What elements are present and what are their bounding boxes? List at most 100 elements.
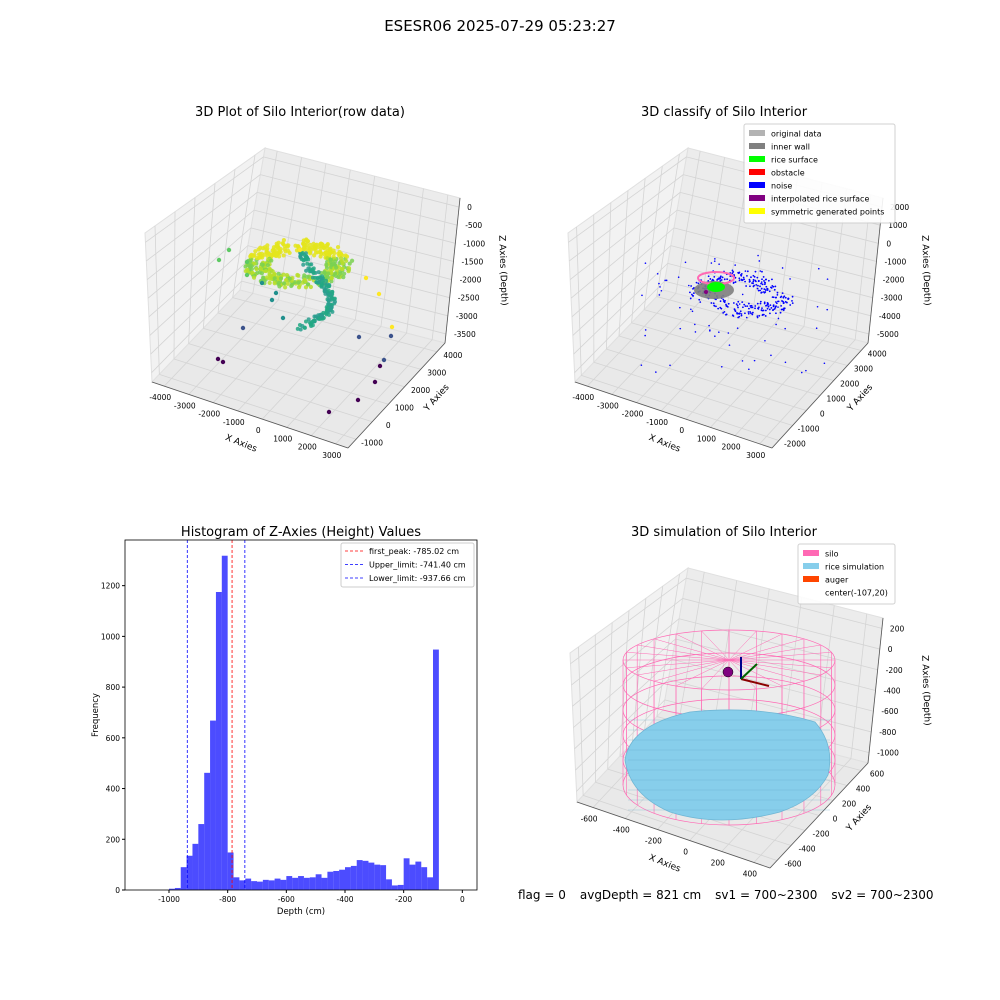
data-point <box>304 238 309 243</box>
grid-line <box>571 598 683 686</box>
noise-point <box>758 314 761 317</box>
noise-point <box>751 311 754 314</box>
data-point <box>281 281 287 286</box>
noise-point <box>769 312 771 315</box>
y-tick-label: 1000 <box>395 403 414 412</box>
noise-point <box>713 260 716 262</box>
noise-point <box>707 275 710 278</box>
grid-line <box>257 191 456 244</box>
noise-point <box>756 276 759 279</box>
noise-point <box>658 294 661 296</box>
data-point <box>327 284 332 289</box>
data-point <box>272 276 277 281</box>
noise-point <box>679 327 682 330</box>
noise-point <box>775 296 777 299</box>
noise-point <box>767 305 770 308</box>
noise-point <box>744 270 747 272</box>
data-point <box>324 278 329 283</box>
noise-point <box>659 286 661 288</box>
noise-point <box>764 281 767 284</box>
grid-line <box>675 638 876 691</box>
noise-point <box>759 300 762 303</box>
noise-point <box>772 285 775 288</box>
noise-point <box>740 314 743 317</box>
histogram-bar <box>245 878 252 890</box>
noise-point <box>766 307 769 310</box>
noise-point <box>739 274 742 276</box>
data-point <box>309 324 314 329</box>
x-axis-line <box>574 381 773 449</box>
chart-classify-3d: 3D classify of Silo Interior-4000-3000-2… <box>567 105 932 460</box>
x-tick-label: 3000 <box>746 451 765 460</box>
data-point <box>329 306 334 311</box>
noise-point <box>710 302 713 304</box>
data-point <box>306 317 311 322</box>
data-point <box>272 281 277 286</box>
histogram-bar <box>268 880 275 890</box>
noise-point <box>728 344 731 346</box>
data-point <box>324 250 330 256</box>
noise-point <box>764 291 767 293</box>
noise-point <box>758 260 761 262</box>
legend-swatch <box>749 143 765 149</box>
x-axis-label: X Axies <box>224 433 259 455</box>
z-tick-label: 200 <box>890 624 905 633</box>
data-point <box>265 263 271 268</box>
rice-surface <box>624 709 831 821</box>
noise-point <box>736 311 738 314</box>
y-axis-line <box>769 762 869 869</box>
noise-point <box>767 279 770 282</box>
noise-point <box>761 291 763 294</box>
grid-line <box>631 178 646 323</box>
noise-point <box>714 258 716 260</box>
z-tick-label: -500 <box>465 221 482 230</box>
noise-point <box>746 274 748 277</box>
data-point <box>216 257 222 263</box>
data-point <box>303 251 308 256</box>
x-tick-label: 200 <box>711 859 726 868</box>
plot-frame <box>124 539 478 891</box>
legend-entry: interpolated rice surface <box>771 195 869 204</box>
noise-point <box>770 306 773 309</box>
grid-line <box>188 299 279 395</box>
legend-swatch <box>749 169 765 175</box>
data-point <box>298 254 303 259</box>
histogram-bar <box>262 879 269 890</box>
grid-line <box>237 312 330 412</box>
data-point <box>332 299 337 304</box>
noise-point <box>763 288 766 291</box>
legend-entry: rice simulation <box>825 563 884 572</box>
noise-point <box>780 304 783 307</box>
noise-point <box>737 306 739 309</box>
data-point <box>287 276 292 281</box>
data-point <box>347 261 352 266</box>
data-point <box>344 258 349 264</box>
x-tick-label: -800 <box>219 895 236 904</box>
noise-point <box>726 305 729 308</box>
data-point <box>336 274 341 280</box>
grid-line <box>260 174 458 226</box>
data-point <box>311 241 316 246</box>
avg-depth-text: avgDepth = 821 cm <box>579 888 702 902</box>
y-tick-label: 0 <box>115 886 120 895</box>
data-point <box>277 284 282 289</box>
silo-top-line <box>626 651 730 661</box>
z-tick-label: -4000 <box>879 312 901 321</box>
data-point <box>356 334 362 340</box>
noise-point <box>664 279 666 282</box>
x-tick-label: -400 <box>336 895 353 904</box>
data-point <box>272 251 277 256</box>
histogram-bar <box>257 881 263 890</box>
data-point <box>264 247 269 253</box>
noise-point <box>760 282 763 285</box>
noise-point <box>759 285 761 288</box>
data-point <box>307 262 312 267</box>
noise-point <box>656 272 659 275</box>
grid-line <box>667 262 871 317</box>
histogram-bar <box>251 881 257 890</box>
noise-point <box>783 307 785 310</box>
data-point <box>249 266 254 272</box>
data-point <box>270 248 275 253</box>
noise-point <box>750 304 753 307</box>
data-point <box>220 359 226 365</box>
